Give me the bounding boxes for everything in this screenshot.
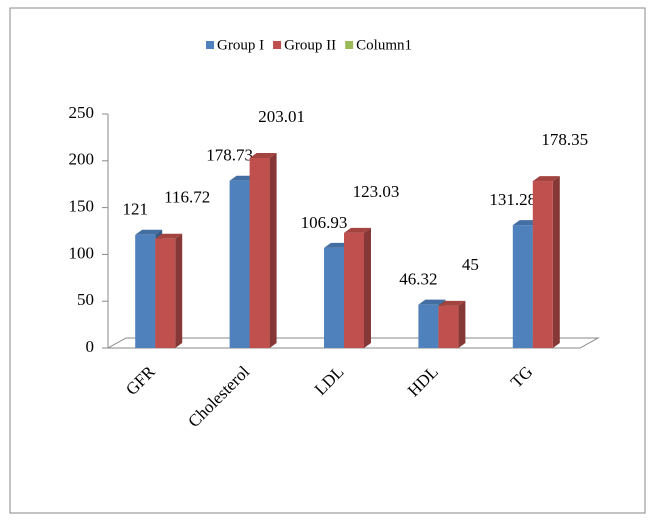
bar — [344, 227, 371, 348]
legend-swatch — [345, 41, 354, 49]
x-tick-label: Cholesterol — [184, 362, 253, 431]
bar-top — [438, 300, 466, 306]
bar-top — [532, 176, 560, 182]
x-tick-label: GFR — [122, 362, 159, 399]
bar-side — [175, 233, 183, 348]
chart-border — [9, 7, 646, 514]
legend-label: Group I — [217, 37, 264, 53]
bar — [438, 300, 466, 348]
bar-front — [135, 234, 156, 348]
y-tick-label: 200 — [69, 150, 95, 169]
x-tick-label: LDL — [311, 362, 348, 399]
y-tick-label: 250 — [69, 103, 95, 122]
x-tick-label: HDL — [404, 362, 442, 400]
y-tick-label: 150 — [69, 197, 95, 216]
bar-front — [438, 305, 459, 348]
y-tick-label: 0 — [86, 337, 95, 356]
bar-front — [324, 247, 344, 348]
data-label: 123.03 — [353, 182, 400, 201]
bar-front — [155, 238, 176, 348]
legend-label: Group II — [284, 37, 336, 53]
legend-swatch — [273, 41, 282, 49]
bar-top — [418, 299, 446, 305]
data-label: 131.28 — [489, 190, 536, 209]
data-label: 178.35 — [541, 130, 588, 149]
bar-front — [249, 157, 270, 348]
bar-front — [229, 180, 250, 348]
bar-side — [364, 227, 371, 348]
legend: Group I Group II Column1 — [206, 37, 412, 53]
legend-label: Column1 — [356, 37, 412, 53]
bar-front — [344, 232, 364, 348]
legend-swatch — [206, 41, 214, 49]
bar-front — [418, 304, 439, 348]
y-tick-label: 100 — [69, 243, 95, 262]
x-tick-label: TG — [507, 362, 536, 391]
bar-side — [458, 300, 466, 348]
bar-top — [344, 227, 371, 233]
bar-front — [532, 181, 553, 348]
bar — [249, 152, 277, 348]
bar-front — [512, 225, 533, 348]
bar — [155, 233, 183, 348]
data-label: 203.01 — [258, 107, 305, 126]
data-label: 178.73 — [206, 146, 253, 165]
bar-top — [249, 152, 277, 158]
bar-top — [135, 229, 163, 235]
bar-side — [269, 152, 277, 348]
data-label: 116.72 — [164, 188, 210, 207]
bar-top — [155, 233, 183, 239]
y-tick-label: 50 — [77, 290, 94, 309]
bar-side — [552, 176, 560, 348]
bar — [532, 176, 560, 348]
data-label: 45 — [462, 255, 479, 274]
data-label: 121 — [122, 200, 148, 219]
data-label: 106.93 — [301, 213, 348, 232]
data-label: 46.32 — [399, 270, 437, 289]
